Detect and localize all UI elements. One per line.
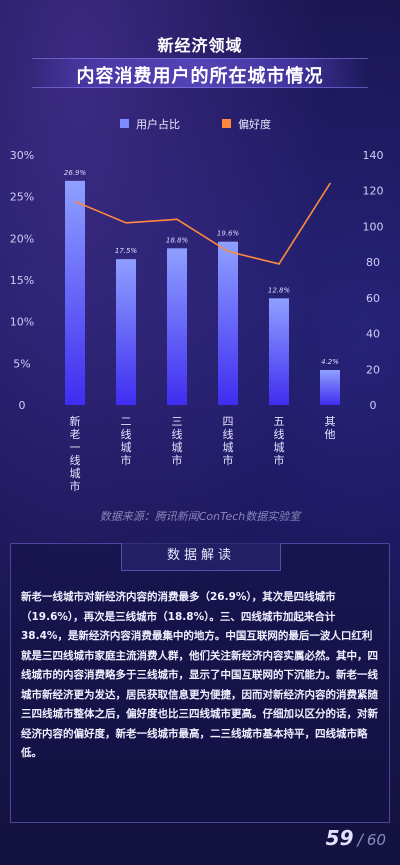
- title-area: 新经济领域 内容消费用户的所在城市情况: [22, 28, 378, 100]
- interpretation-panel: 数据解读 新老一线城市对新经济内容的消费最多（26.9%），其次是四线城市（19…: [10, 543, 390, 823]
- y-left-tick-label: 15%: [10, 274, 34, 287]
- y-left-tick-label: 5%: [13, 357, 30, 370]
- combo-chart: 用户占比 偏好度 0 5% 10% 15% 20% 25% 30% 0 20 40 60 80 100 120…: [10, 117, 384, 493]
- line-point: [74, 200, 76, 203]
- page-separator: /: [357, 830, 363, 849]
- bar: [167, 248, 187, 405]
- line-point: [125, 222, 127, 224]
- line-point: [329, 182, 331, 185]
- legend-line-swatch: [222, 119, 231, 128]
- data-source: 数据来源：腾讯新闻ConTech数据实验室: [99, 510, 301, 523]
- x-category-label: 五线城市: [274, 415, 285, 467]
- bar-value-label: 19.6%: [217, 230, 240, 238]
- y-right-tick-label: 40: [366, 328, 380, 341]
- y-right-tick-label: 0: [370, 399, 377, 412]
- bar: [269, 298, 289, 405]
- y-right-tick-label: 100: [363, 220, 384, 233]
- panel-title: 数据解读: [121, 543, 281, 571]
- y-left-tick-label: 20%: [10, 232, 34, 245]
- y-right-tick-label: 140: [363, 149, 384, 162]
- panel-text: 新老一线城市对新经济内容的消费最多（26.9%），其次是四线城市（19.6%），…: [21, 591, 378, 759]
- bar-value-label: 17.5%: [115, 247, 138, 255]
- x-category-label: 三线城市: [172, 415, 183, 467]
- y-right-tick-label: 60: [366, 292, 380, 305]
- bar-value-label: 12.8%: [268, 286, 291, 294]
- y-left-tick-label: 30%: [10, 149, 34, 162]
- x-category-label: 二线城市: [121, 415, 132, 467]
- y-right-tick-label: 20: [366, 363, 380, 376]
- legend-bar-swatch: [120, 119, 129, 128]
- y-right-tick-label: 80: [366, 256, 380, 269]
- preference-line: [74, 183, 331, 265]
- page-indicator: 59/60: [326, 826, 386, 850]
- bar-value-label: 18.8%: [166, 236, 189, 244]
- bar: [218, 241, 238, 405]
- page-total: 60: [366, 831, 386, 849]
- bar: [320, 370, 340, 405]
- bar: [116, 259, 136, 405]
- legend-line-label: 偏好度: [238, 117, 271, 131]
- title-banner: [32, 58, 368, 88]
- bar-value-label: 26.9%: [64, 169, 87, 177]
- legend-bar-label: 用户占比: [136, 117, 180, 131]
- x-category-label: 新老一线城市: [70, 414, 81, 493]
- x-category-label: 其他: [325, 415, 336, 441]
- x-category-label: 四线城市: [223, 415, 234, 467]
- line-point: [227, 250, 229, 253]
- line-point: [176, 218, 178, 221]
- y-right-tick-label: 120: [363, 185, 384, 198]
- y-left-tick-label: 10%: [10, 316, 34, 329]
- title-line-2: 内容消费用户的所在城市情况: [76, 66, 324, 87]
- bar-value-label: 4.2%: [321, 358, 339, 366]
- bar: [65, 180, 85, 405]
- page-current: 59: [325, 826, 354, 850]
- line-point: [278, 263, 280, 265]
- title-line-1: 新经济领域: [157, 36, 243, 55]
- y-left-tick-label: 0: [19, 399, 26, 412]
- y-left-tick-label: 25%: [10, 191, 34, 204]
